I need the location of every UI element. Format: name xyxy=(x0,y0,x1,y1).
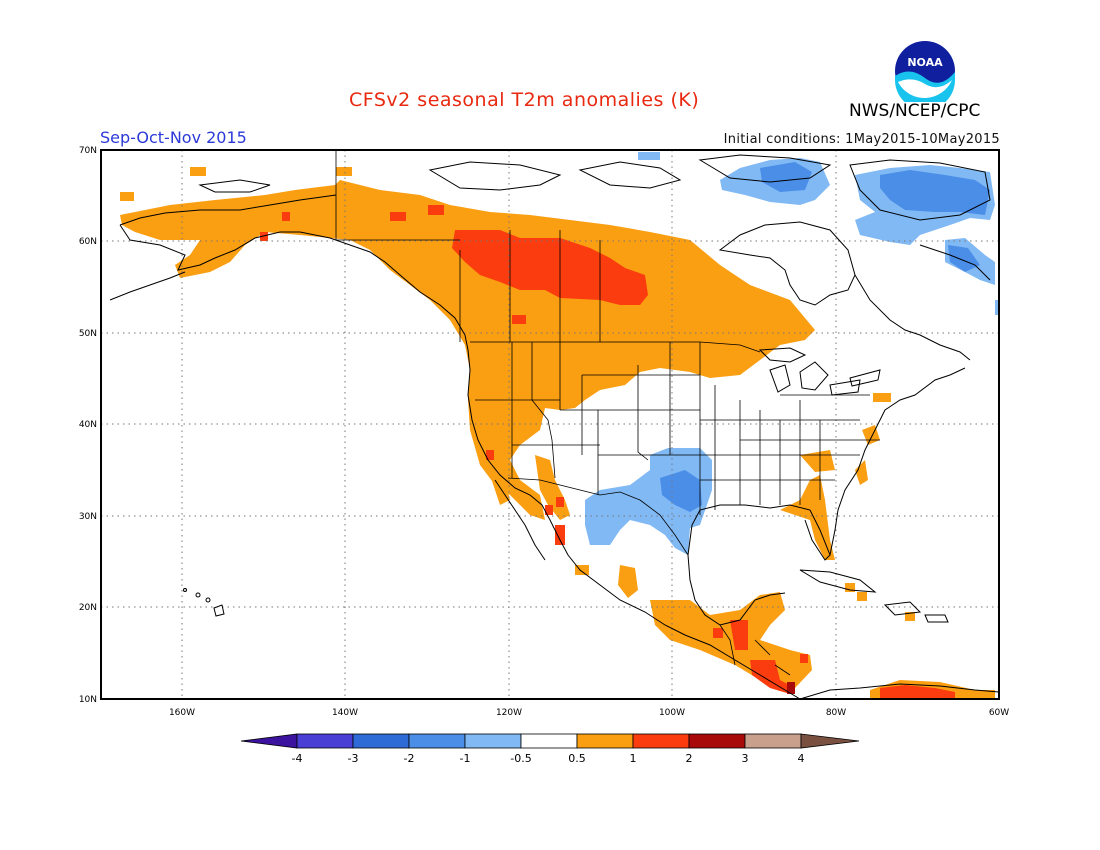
graticule xyxy=(101,150,999,699)
colorbar-label: -4 xyxy=(292,752,303,765)
colorbar-segment xyxy=(296,733,354,749)
colorbar-label: -0.5 xyxy=(510,752,531,765)
colorbar-label: 2 xyxy=(686,752,693,765)
noaa-logo-text: NOAA xyxy=(907,56,943,69)
colorbar-segment xyxy=(464,733,522,749)
lon-label: 100W xyxy=(659,708,685,718)
lat-label: 40N xyxy=(79,420,97,430)
lat-label: 10N xyxy=(79,695,97,705)
colorbar-label: -3 xyxy=(348,752,359,765)
noaa-logo: NOAA xyxy=(895,41,955,102)
season-label: Sep-Oct-Nov 2015 xyxy=(100,128,247,147)
colorbar-segment xyxy=(520,733,578,749)
lon-label: 80W xyxy=(826,708,846,718)
lon-label: 120W xyxy=(496,708,522,718)
lat-label: 60N xyxy=(79,237,97,247)
colorbar-segment xyxy=(632,733,690,749)
anomaly-fields xyxy=(120,152,999,699)
colorbar-segment xyxy=(576,733,634,749)
lat-label: 30N xyxy=(79,512,97,522)
lon-label: 140W xyxy=(332,708,358,718)
warm-anomaly-1-2 xyxy=(260,205,955,699)
colorbar-label: -1 xyxy=(460,752,471,765)
colorbar xyxy=(240,733,860,749)
colorbar-labels: -4 -3 -2 -1 -0.5 0.5 1 2 3 4 xyxy=(292,752,805,765)
colorbar-label: 0.5 xyxy=(568,752,586,765)
lat-axis-labels: 70N 60N 50N 40N 30N 20N 10N xyxy=(79,146,97,705)
lat-label: 50N xyxy=(79,329,97,339)
lon-axis-labels: 160W 140W 120W 100W 80W 60W xyxy=(169,708,1009,718)
colorbar-upper-arrow xyxy=(800,733,860,749)
agency-label: NWS/NCEP/CPC xyxy=(849,101,981,121)
lat-label: 20N xyxy=(79,603,97,613)
colorbar-label: 3 xyxy=(742,752,749,765)
lon-label: 160W xyxy=(169,708,195,718)
colorbar-label: 1 xyxy=(630,752,637,765)
colorbar-segment xyxy=(688,733,746,749)
colorbar-segment xyxy=(408,733,466,749)
colorbar-lower-arrow xyxy=(240,733,298,749)
colorbar-label: -2 xyxy=(404,752,415,765)
map-title: CFSv2 seasonal T2m anomalies (K) xyxy=(349,89,700,111)
cool-anomaly-minus2-minus1 xyxy=(660,162,990,512)
coastlines xyxy=(109,154,999,699)
map-frame xyxy=(100,149,1000,700)
colorbar-segment xyxy=(352,733,410,749)
lon-label: 60W xyxy=(989,708,1009,718)
colorbar-label: 4 xyxy=(798,752,805,765)
lat-label: 70N xyxy=(79,146,97,156)
colorbar-segment xyxy=(744,733,802,749)
warm-anomaly-2-3 xyxy=(787,682,795,694)
initial-conditions-label: Initial conditions: 1May2015-10May2015 xyxy=(723,132,1000,147)
political-borders xyxy=(335,150,880,676)
